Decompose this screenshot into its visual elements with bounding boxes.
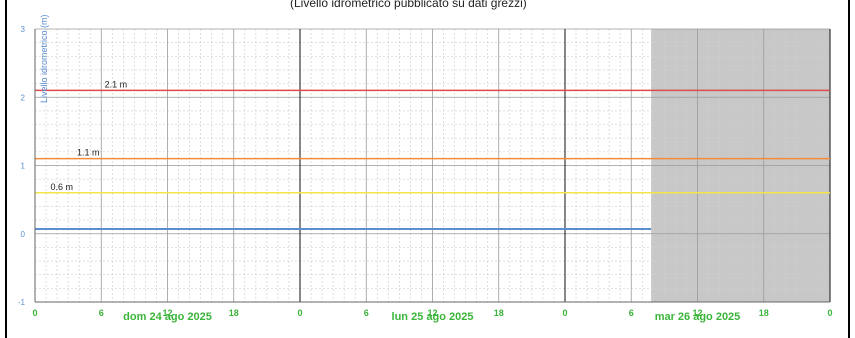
y-axis-label: Livello idrometrico (m) [39,14,49,103]
chart-frame [5,0,850,338]
x-tick-label: 12 [162,308,172,318]
y-tick-label: -1 [18,298,26,307]
x-tick-label: 0 [827,308,832,318]
x-tick-label: 0 [562,308,567,318]
day-label: lun 25 ago 2025 [392,311,474,323]
x-tick-label: 12 [427,308,437,318]
x-tick-label: 18 [494,308,504,318]
day-label: dom 24 ago 2025 [123,311,212,323]
day-label: mar 26 ago 2025 [655,311,741,323]
x-tick-label: 18 [759,308,769,318]
x-tick-label: 6 [99,308,104,318]
x-tick-label: 6 [629,308,634,318]
threshold-layer: 2.1 m 1.1 m 0.6 m [35,79,830,194]
x-tick-label: 12 [692,308,702,318]
y-tick-label: 0 [21,230,26,239]
x-tick-label: 0 [32,308,37,318]
threshold-label: 2.1 m [105,79,128,89]
chart-caption: (Livello idrometrico pubblicato su dati … [290,0,527,10]
x-tick-label: 0 [297,308,302,318]
x-tick-label: 6 [364,308,369,318]
x-tick-label: 18 [229,308,239,318]
y-tick-label: 3 [21,25,26,34]
y-tick-label: 1 [21,162,26,171]
threshold-label: 0.6 m [50,182,73,192]
y-tick-label: 2 [21,93,26,102]
threshold-label: 1.1 m [77,148,100,158]
